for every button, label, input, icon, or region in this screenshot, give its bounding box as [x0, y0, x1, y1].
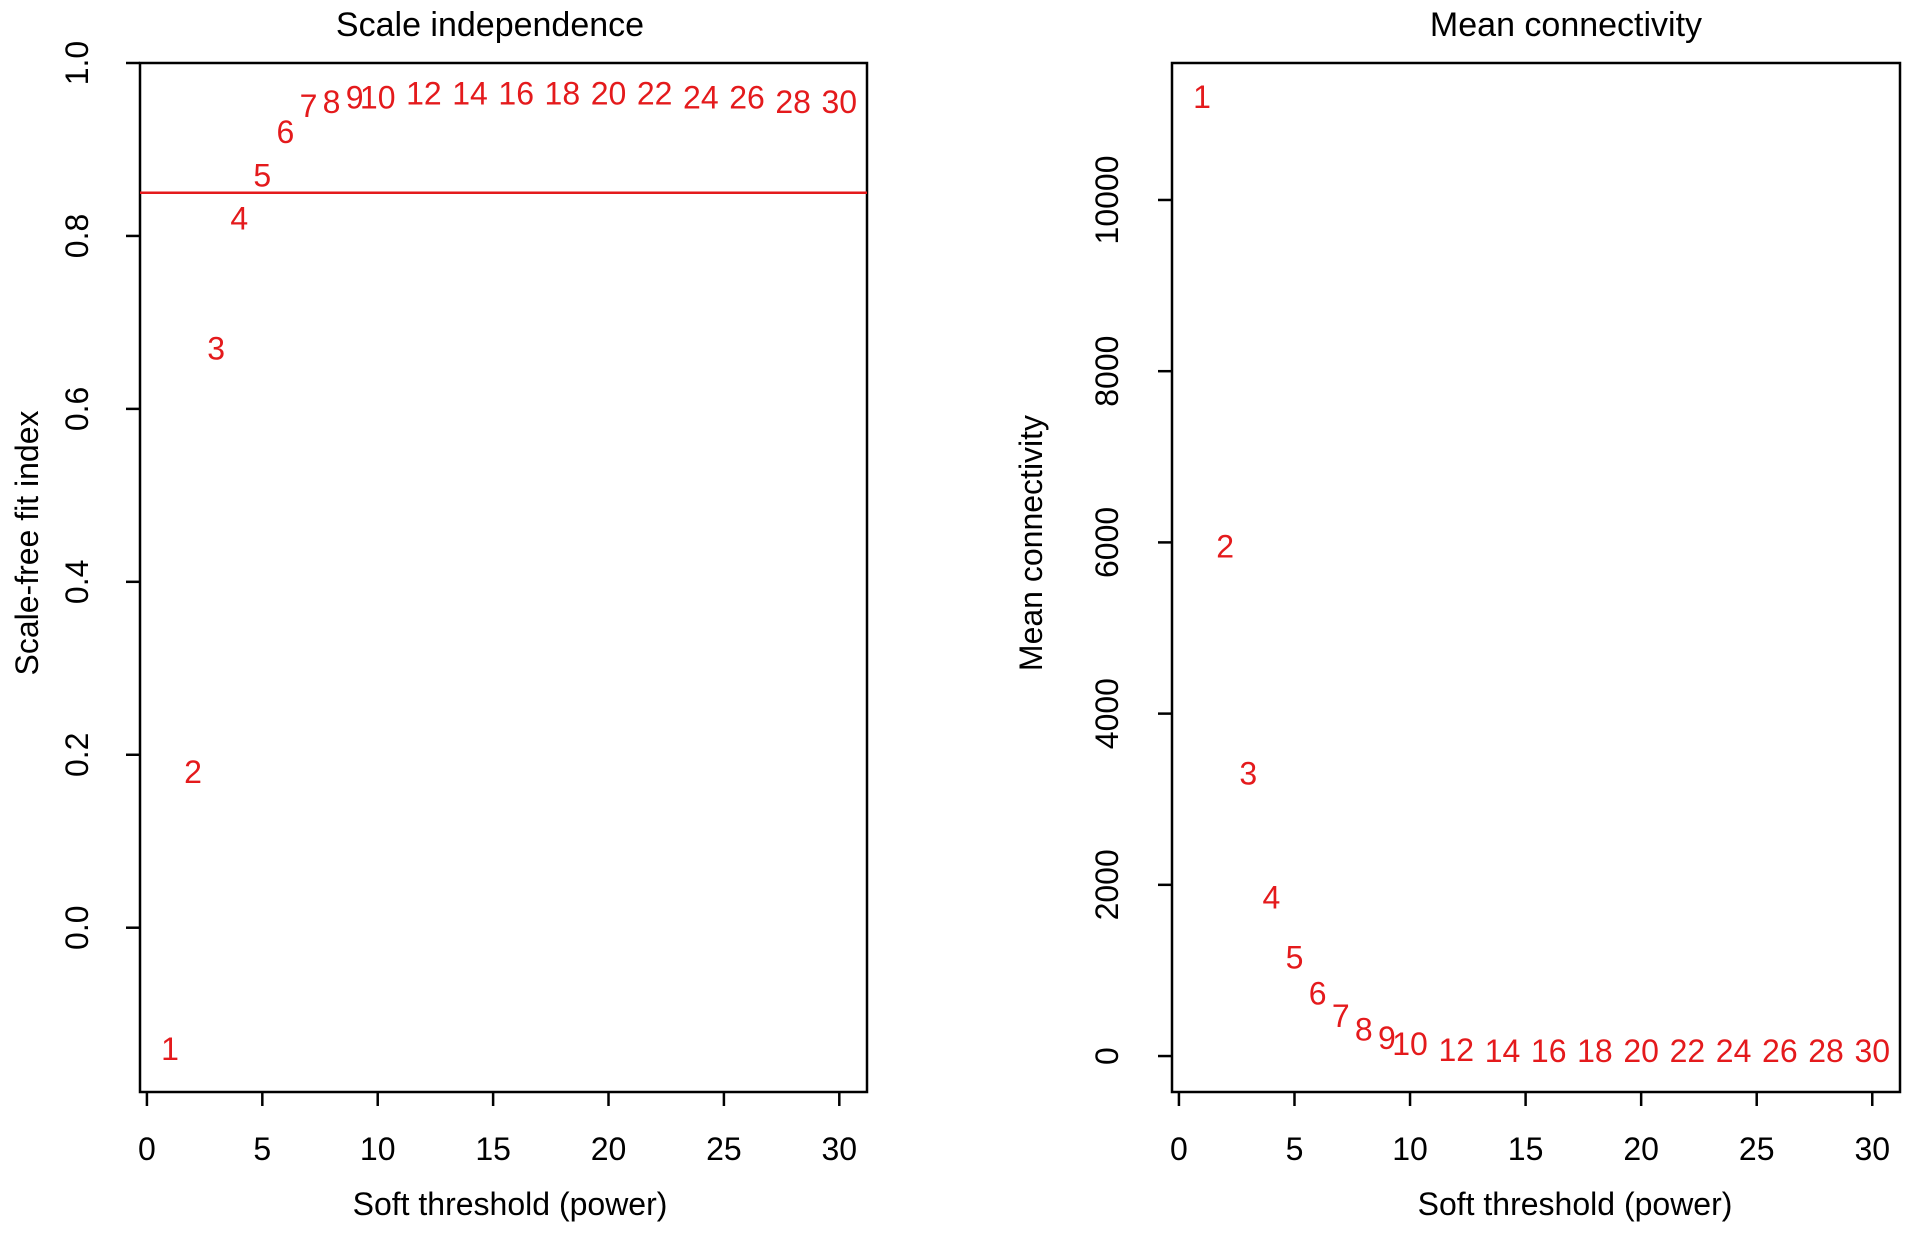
x-tick-label: 5: [1286, 1131, 1304, 1167]
panel-title: Mean connectivity: [1430, 6, 1702, 44]
data-point-label: 26: [729, 80, 765, 116]
data-point-label: 22: [1670, 1033, 1706, 1069]
data-point-label: 14: [1485, 1033, 1521, 1069]
x-tick-label: 20: [1623, 1131, 1659, 1167]
data-point-label: 7: [300, 88, 318, 124]
data-point-label: 1: [1193, 79, 1211, 115]
y-axis-title: Scale-free fit index: [9, 410, 45, 675]
data-point-label: 4: [230, 201, 248, 237]
data-point-label: 7: [1332, 998, 1350, 1034]
x-tick-label: 30: [1854, 1131, 1890, 1167]
data-point-label: 30: [822, 84, 858, 120]
data-point-label: 18: [1577, 1033, 1613, 1069]
y-tick-label: 2000: [1089, 849, 1125, 920]
data-point-label: 12: [1438, 1032, 1474, 1068]
y-tick-label: 0.4: [59, 560, 95, 604]
x-tick-label: 15: [1508, 1131, 1544, 1167]
plot-frame: [138, 61, 869, 1094]
panel-mean-connectivity: Mean connectivity Soft threshold (power)…: [1013, 6, 1902, 1222]
x-tick-label: 10: [1392, 1131, 1428, 1167]
data-point-label: 10: [1392, 1026, 1428, 1062]
y-tick-label: 0: [1089, 1047, 1125, 1065]
panel-title: Scale independence: [336, 6, 644, 44]
data-point-label: 6: [277, 114, 295, 150]
data-point-label: 28: [775, 84, 811, 120]
data-point-label: 5: [1286, 940, 1304, 976]
y-tick-label: 0.0: [59, 905, 95, 949]
data-point-label: 9: [346, 80, 364, 116]
y-tick-label: 8000: [1089, 336, 1125, 407]
x-tick-label: 15: [475, 1131, 511, 1167]
data-point-label: 24: [683, 80, 719, 116]
y-tick-label: 1.0: [59, 41, 95, 85]
data-point-label: 3: [207, 330, 225, 366]
x-tick-label: 20: [591, 1131, 627, 1167]
data-point-label: 26: [1762, 1033, 1798, 1069]
y-tick-label: 0.6: [59, 387, 95, 431]
data-point-label: 12: [406, 75, 442, 111]
x-tick-label: 0: [138, 1131, 156, 1167]
data-point-label: 20: [1623, 1033, 1659, 1069]
data-point-label: 20: [591, 75, 627, 111]
data-point-label: 6: [1309, 976, 1327, 1012]
x-tick-label: 0: [1170, 1131, 1188, 1167]
data-point-label: 3: [1239, 756, 1257, 792]
y-axis-title: Mean connectivity: [1013, 415, 1049, 671]
data-point-label: 16: [498, 75, 534, 111]
data-point-label: 16: [1531, 1033, 1567, 1069]
axis-ticks: 0 5 10 15 20 25 300.00.20.40.60.81.0: [59, 41, 857, 1167]
data-point-label: 4: [1262, 880, 1280, 916]
data-point-label: 2: [184, 754, 202, 790]
data-point-label: 1: [161, 1031, 179, 1067]
x-tick-label: 5: [253, 1131, 271, 1167]
x-tick-label: 25: [706, 1131, 742, 1167]
x-axis-title: Soft threshold (power): [1418, 1186, 1733, 1222]
data-point-label: 18: [545, 75, 581, 111]
data-point-label: 9: [1378, 1020, 1396, 1056]
x-tick-label: 25: [1739, 1131, 1775, 1167]
data-point-label: 28: [1808, 1033, 1844, 1069]
data-point-label: 22: [637, 75, 673, 111]
x-axis-title: Soft threshold (power): [353, 1186, 668, 1222]
x-tick-label: 10: [360, 1131, 396, 1167]
plot-frame: [1170, 61, 1902, 1094]
y-tick-label: 0.8: [59, 214, 95, 258]
data-point-label: 14: [452, 75, 488, 111]
y-tick-label: 6000: [1089, 507, 1125, 578]
y-tick-label: 0.2: [59, 733, 95, 777]
y-tick-label: 4000: [1089, 678, 1125, 749]
y-tick-label: 10000: [1089, 155, 1125, 244]
data-point-label: 8: [323, 84, 341, 120]
data-point-label: 8: [1355, 1012, 1373, 1048]
data-point-label: 5: [253, 157, 271, 193]
data-point-label: 30: [1854, 1033, 1890, 1069]
x-tick-label: 30: [822, 1131, 858, 1167]
data-point-label: 10: [360, 80, 396, 116]
data-point-label: 2: [1216, 529, 1234, 565]
panel-scale-independence: Scale independence Soft threshold (power…: [9, 6, 869, 1222]
data-point-label: 24: [1716, 1033, 1752, 1069]
